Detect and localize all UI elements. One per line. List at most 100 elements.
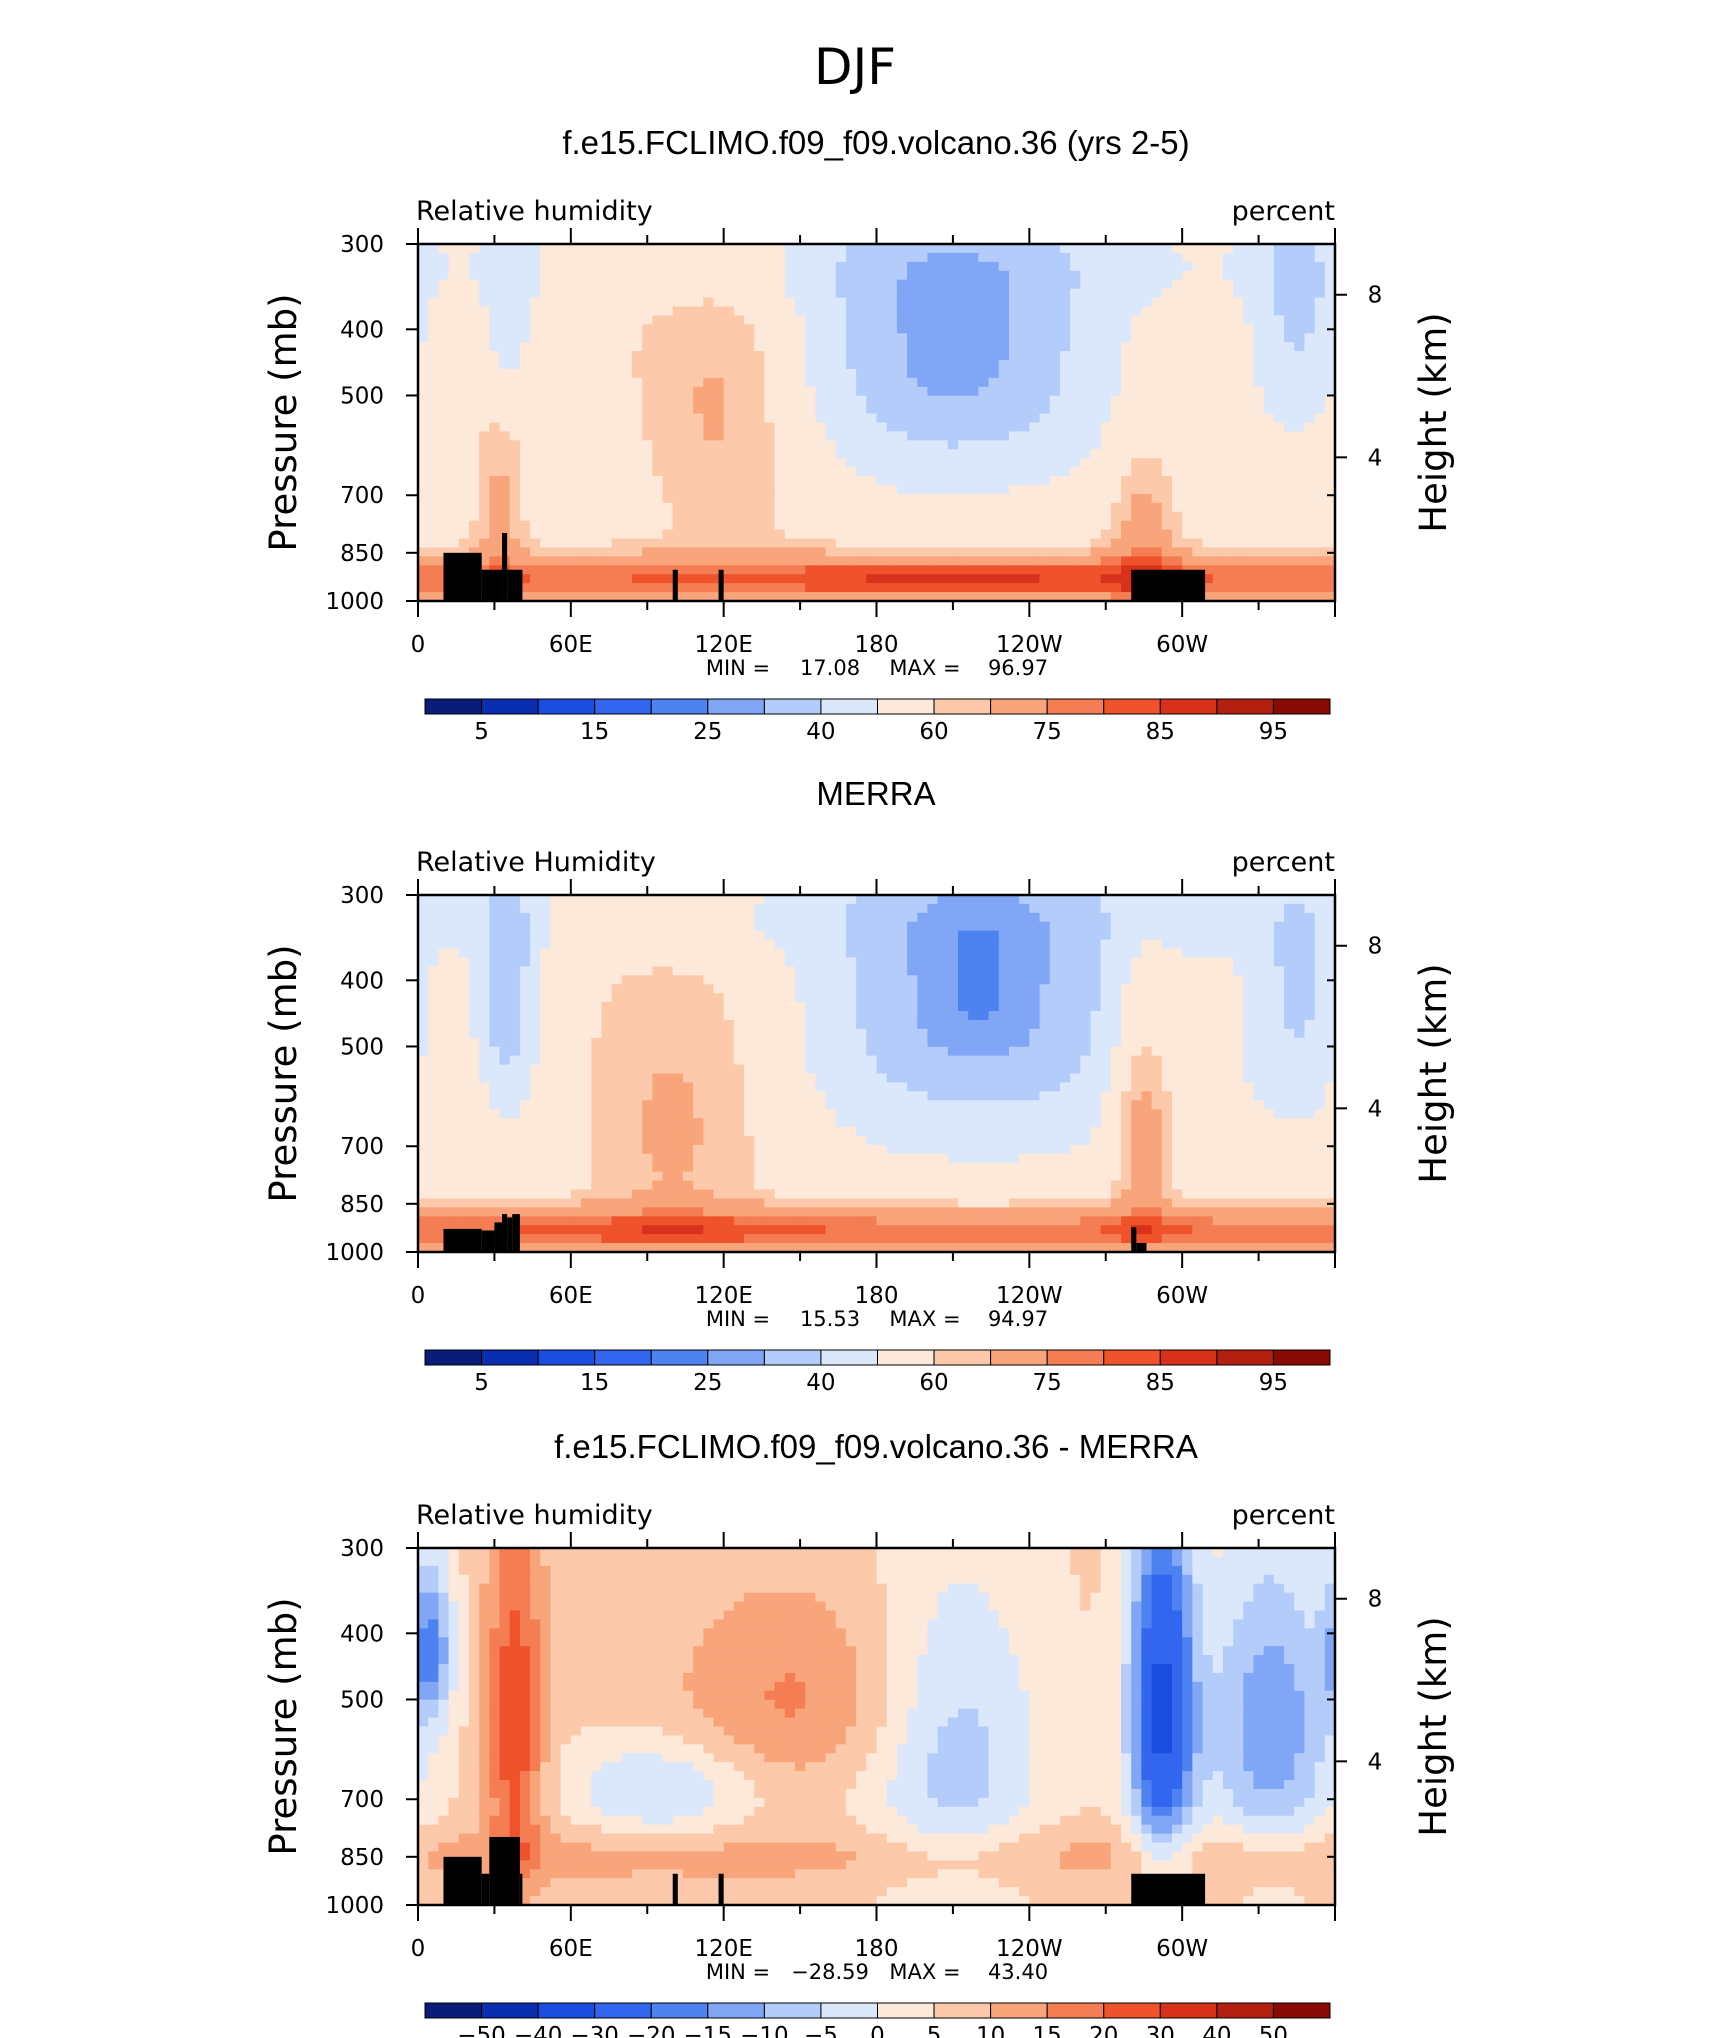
field-cell xyxy=(591,422,602,433)
field-cell xyxy=(784,903,796,914)
field-cell xyxy=(1212,895,1224,905)
field-cell xyxy=(1110,333,1122,343)
field-cell xyxy=(1233,502,1244,513)
field-cell xyxy=(1263,993,1275,1003)
field-cell xyxy=(1233,377,1244,388)
field-cell xyxy=(1110,351,1122,361)
field-cell xyxy=(468,244,480,254)
field-cell xyxy=(642,440,653,450)
field-cell xyxy=(581,1002,592,1012)
field-cell xyxy=(1192,966,1204,976)
field-cell xyxy=(519,324,531,334)
field-cell xyxy=(1029,386,1041,397)
field-cell xyxy=(937,930,949,941)
field-cell xyxy=(978,493,990,504)
field-cell xyxy=(1090,511,1102,522)
field-cell xyxy=(682,458,694,468)
field-cell xyxy=(1039,279,1051,290)
field-cell xyxy=(591,360,602,370)
field-cell xyxy=(1019,279,1030,290)
field-cell xyxy=(560,431,572,441)
field-cell xyxy=(1100,538,1112,549)
field-cell xyxy=(1090,930,1102,941)
field-cell xyxy=(1008,342,1020,352)
field-cell xyxy=(815,395,827,406)
field-cell xyxy=(631,404,643,415)
field-cell xyxy=(1171,912,1183,923)
field-cell xyxy=(611,342,623,352)
field-cell xyxy=(723,903,735,914)
field-cell xyxy=(1284,574,1295,584)
field-cell xyxy=(1141,493,1153,504)
field-cell xyxy=(988,966,1000,976)
y-axis-right-title: Height (km) xyxy=(1412,312,1455,532)
field-cell xyxy=(805,502,816,513)
field-cell xyxy=(896,342,908,352)
field-cell xyxy=(815,315,827,325)
field-cell xyxy=(1182,502,1193,513)
field-cell xyxy=(937,315,949,325)
field-cell xyxy=(652,984,664,994)
field-cell xyxy=(958,903,969,914)
field-cell xyxy=(1090,324,1102,334)
field-cell xyxy=(530,449,541,459)
field-cell xyxy=(1151,502,1163,513)
field-cell xyxy=(1049,502,1061,513)
field-cell xyxy=(601,342,613,352)
field-cell xyxy=(1141,975,1153,985)
field-cell xyxy=(621,556,633,566)
field-cell xyxy=(856,984,867,994)
field-cell xyxy=(1202,957,1214,967)
field-cell xyxy=(917,467,929,477)
field-cell xyxy=(927,547,939,557)
field-cell xyxy=(672,939,684,950)
field-cell xyxy=(845,413,857,424)
field-cell xyxy=(642,270,653,281)
field-cell xyxy=(1253,583,1265,593)
field-cell xyxy=(713,252,725,263)
field-cell xyxy=(825,895,837,905)
field-cell xyxy=(1110,921,1122,932)
field-cell xyxy=(1304,458,1316,468)
field-cell xyxy=(570,547,582,557)
field-cell xyxy=(672,279,684,290)
field-cell xyxy=(764,422,776,433)
field-cell xyxy=(550,244,562,254)
field-cell xyxy=(1070,975,1081,985)
field-cell xyxy=(1192,948,1204,959)
field-cell xyxy=(947,903,959,914)
field-cell xyxy=(1090,556,1102,566)
field-cell xyxy=(428,984,439,994)
field-cell xyxy=(1161,404,1173,415)
field-cell xyxy=(1192,493,1204,504)
field-cell xyxy=(418,493,429,504)
field-cell xyxy=(1080,288,1092,299)
field-cell xyxy=(998,288,1010,299)
field-cell xyxy=(1202,502,1214,513)
field-cell xyxy=(1080,252,1092,263)
field-cell xyxy=(1222,244,1234,254)
field-cell xyxy=(835,520,847,531)
field-cell xyxy=(703,413,715,424)
field-cell xyxy=(947,297,959,308)
field-cell xyxy=(591,315,602,325)
field-cell xyxy=(958,297,969,308)
field-cell xyxy=(927,912,939,923)
field-cell xyxy=(1253,244,1265,254)
field-cell xyxy=(754,565,766,575)
field-cell xyxy=(1049,493,1061,504)
field-cell xyxy=(1284,975,1295,985)
field-cell xyxy=(1253,270,1265,281)
field-cell xyxy=(499,930,511,941)
field-cell xyxy=(1100,297,1112,308)
field-cell xyxy=(917,279,929,290)
field-cell xyxy=(621,565,633,575)
field-cell xyxy=(428,395,439,406)
field-cell xyxy=(733,930,745,941)
field-cell xyxy=(1273,467,1285,477)
field-cell xyxy=(1253,458,1265,468)
field-cell xyxy=(1284,368,1295,379)
field-cell xyxy=(978,538,990,549)
field-cell xyxy=(1090,386,1102,397)
field-cell xyxy=(468,966,480,976)
